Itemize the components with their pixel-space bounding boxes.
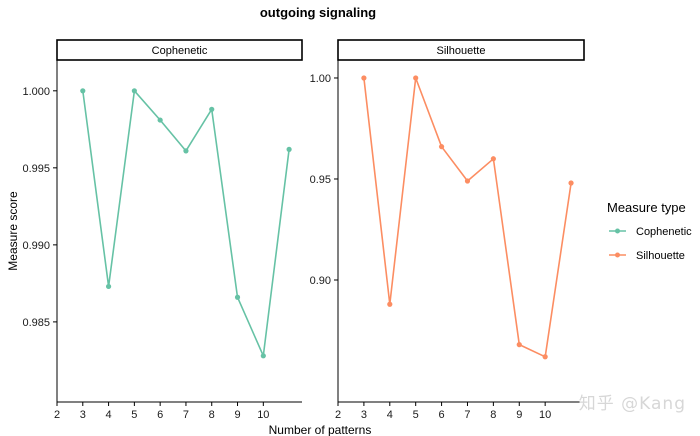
legend-key-point-silhouette xyxy=(615,252,620,258)
data-point-silhouette xyxy=(490,156,496,162)
x-tick-label: 2 xyxy=(335,409,341,421)
data-point-cophenetic xyxy=(260,353,266,359)
y-axis-title: Measure score xyxy=(6,191,20,271)
data-point-cophenetic xyxy=(157,117,163,123)
x-tick-label: 7 xyxy=(464,409,470,421)
x-tick-label: 10 xyxy=(257,409,269,421)
x-tick-label: 9 xyxy=(516,409,522,421)
x-tick-label: 5 xyxy=(131,409,137,421)
data-point-cophenetic xyxy=(183,148,189,154)
legend-title: Measure type xyxy=(607,200,686,215)
x-tick-label: 6 xyxy=(439,409,445,421)
data-point-cophenetic xyxy=(131,88,137,94)
legend: Measure type Cophenetic Silhouette xyxy=(607,200,692,262)
strip-cophenetic-box xyxy=(56,39,303,61)
data-point-cophenetic xyxy=(234,294,241,300)
x-tick-label: 6 xyxy=(157,409,163,421)
x-tick-label: 9 xyxy=(234,409,240,421)
data-point-silhouette xyxy=(542,354,548,360)
y-tick-label: 0.985 xyxy=(22,317,50,329)
y-tick-label: 0.90 xyxy=(310,275,331,287)
x-tick-label: 7 xyxy=(183,409,189,421)
y-tick-label: 1.00 xyxy=(310,73,331,85)
x-tick-label: 10 xyxy=(539,409,551,421)
x-tick-label: 2 xyxy=(54,409,60,421)
x-axis-title: Number of patterns xyxy=(269,423,372,436)
data-point-cophenetic xyxy=(80,88,86,94)
chart-title: outgoing signaling xyxy=(260,5,376,20)
series-line-silhouette xyxy=(363,77,572,358)
y-tick-label: 1.000 xyxy=(22,86,50,98)
legend-key-point-cophenetic xyxy=(615,228,620,234)
strip-cophenetic-label: Cophenetic xyxy=(152,45,208,57)
x-tick-label: 4 xyxy=(387,409,393,421)
y-tick-label: 0.990 xyxy=(22,240,50,252)
x-tick-label: 5 xyxy=(413,409,419,421)
strip-silhouette-box xyxy=(337,39,585,61)
x-tick-label: 8 xyxy=(209,409,215,421)
panel-silhouette: Silhouette 2 3 4 5 6 7 8 9 10 0.90 0.95 1.00 xyxy=(310,39,585,421)
data-point-cophenetic xyxy=(209,106,215,112)
y-tick-label: 0.95 xyxy=(310,174,331,186)
x-tick-label: 3 xyxy=(361,409,367,421)
x-tick-label: 4 xyxy=(106,409,112,421)
x-tick-label: 3 xyxy=(80,409,86,421)
data-point-silhouette xyxy=(413,75,419,81)
panel-cophenetic: Cophenetic 2 3 4 5 6 7 8 9 10 0.985 0.990 0.995 1.00… xyxy=(22,39,303,421)
strip-silhouette-label: Silhouette xyxy=(437,45,486,57)
data-point-silhouette xyxy=(516,342,522,348)
data-point-cophenetic xyxy=(286,146,292,152)
data-point-silhouette xyxy=(568,180,574,186)
data-point-silhouette xyxy=(438,144,445,150)
data-point-silhouette xyxy=(464,178,471,184)
legend-label-cophenetic: Cophenetic xyxy=(636,226,692,238)
watermark: 知乎 @Kang xyxy=(578,394,686,414)
data-point-cophenetic xyxy=(105,283,112,290)
x-tick-label: 8 xyxy=(490,409,496,421)
y-tick-label: 0.995 xyxy=(22,163,50,175)
data-point-silhouette xyxy=(387,301,393,307)
legend-label-silhouette: Silhouette xyxy=(636,250,685,262)
data-point-silhouette xyxy=(361,75,367,81)
series-line-cophenetic xyxy=(82,90,290,357)
